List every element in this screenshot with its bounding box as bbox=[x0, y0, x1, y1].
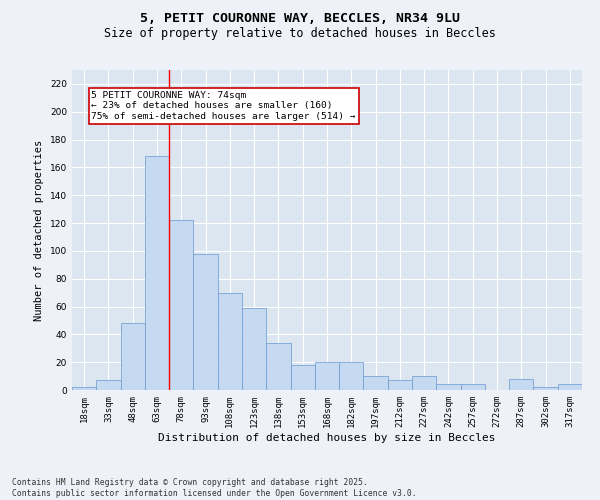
Bar bbox=[242, 308, 266, 390]
Bar bbox=[533, 387, 558, 390]
Bar bbox=[315, 362, 339, 390]
Text: Contains HM Land Registry data © Crown copyright and database right 2025.
Contai: Contains HM Land Registry data © Crown c… bbox=[12, 478, 416, 498]
Bar bbox=[339, 362, 364, 390]
Bar bbox=[266, 342, 290, 390]
Bar bbox=[145, 156, 169, 390]
Bar bbox=[290, 365, 315, 390]
Bar bbox=[121, 323, 145, 390]
Bar bbox=[388, 380, 412, 390]
Bar bbox=[412, 376, 436, 390]
X-axis label: Distribution of detached houses by size in Beccles: Distribution of detached houses by size … bbox=[158, 432, 496, 442]
Bar bbox=[72, 387, 96, 390]
Y-axis label: Number of detached properties: Number of detached properties bbox=[34, 140, 44, 320]
Bar bbox=[218, 292, 242, 390]
Text: 5, PETIT COURONNE WAY, BECCLES, NR34 9LU: 5, PETIT COURONNE WAY, BECCLES, NR34 9LU bbox=[140, 12, 460, 26]
Bar bbox=[509, 379, 533, 390]
Bar bbox=[558, 384, 582, 390]
Bar bbox=[461, 384, 485, 390]
Text: Size of property relative to detached houses in Beccles: Size of property relative to detached ho… bbox=[104, 28, 496, 40]
Bar bbox=[193, 254, 218, 390]
Bar bbox=[364, 376, 388, 390]
Bar bbox=[96, 380, 121, 390]
Text: 5 PETIT COURONNE WAY: 74sqm
← 23% of detached houses are smaller (160)
75% of se: 5 PETIT COURONNE WAY: 74sqm ← 23% of det… bbox=[91, 91, 356, 120]
Bar bbox=[169, 220, 193, 390]
Bar bbox=[436, 384, 461, 390]
